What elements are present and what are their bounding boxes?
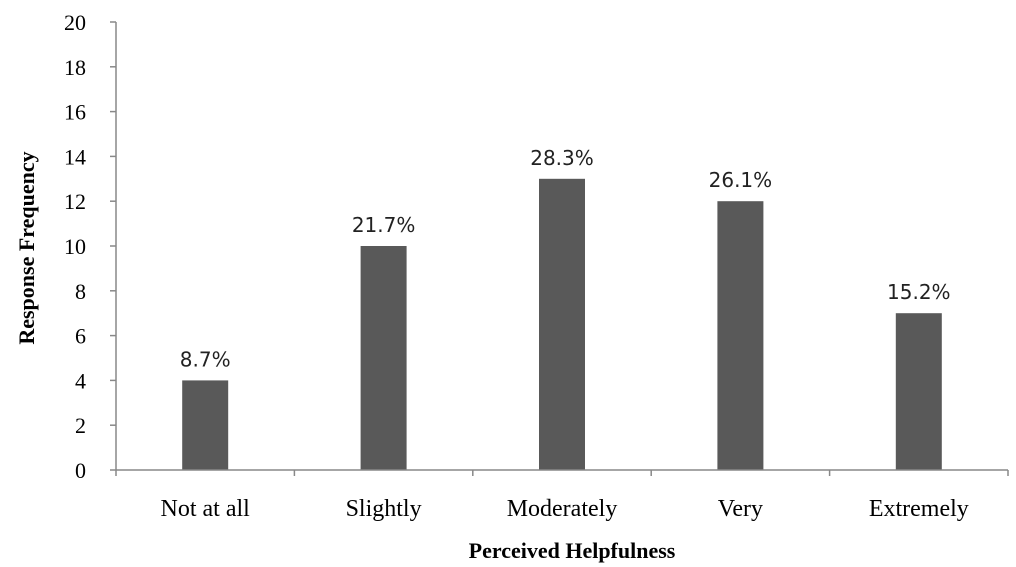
y-tick-label: 6 [75,324,86,349]
y-tick-label: 12 [64,189,86,214]
x-tick-label: Extremely [869,496,969,522]
bar-slightly [360,246,407,470]
data-label: 15.2% [887,280,951,304]
y-tick-label: 16 [64,100,86,125]
bar-extremely [895,313,942,470]
bar-not-at-all [182,380,229,470]
y-tick-label: 8 [75,279,86,304]
data-label: 28.3% [530,146,594,170]
y-tick-label: 2 [75,413,86,438]
bars-group [182,178,942,471]
x-tick-label: Slightly [346,496,422,522]
y-axis-ticks: 0 2 4 6 8 10 12 14 16 18 20 [64,10,116,483]
bar-moderately [539,178,585,471]
x-tick-label: Moderately [507,496,618,522]
y-tick-label: 14 [64,144,86,169]
x-axis-ticks: Not at all Slightly Moderately Very Extremel… [115,470,1009,522]
x-tick-label: Not at all [161,496,251,522]
y-axis-title: Response Frequency [14,151,39,344]
y-tick-label: 4 [75,368,86,393]
data-label: 8.7% [180,347,231,371]
data-label: 21.7% [352,213,416,237]
y-tick-label: 18 [64,55,86,80]
data-labels-group: 8.7% 21.7% 28.3% 26.1% 15.2% [180,146,951,372]
x-tick-label: Very [718,496,763,522]
x-axis-title: Perceived Helpfulness [469,538,676,563]
y-tick-label: 20 [64,10,86,35]
y-tick-label: 0 [75,458,86,483]
bar-very [717,201,764,470]
y-tick-label: 10 [64,234,86,259]
data-label: 26.1% [709,168,773,192]
